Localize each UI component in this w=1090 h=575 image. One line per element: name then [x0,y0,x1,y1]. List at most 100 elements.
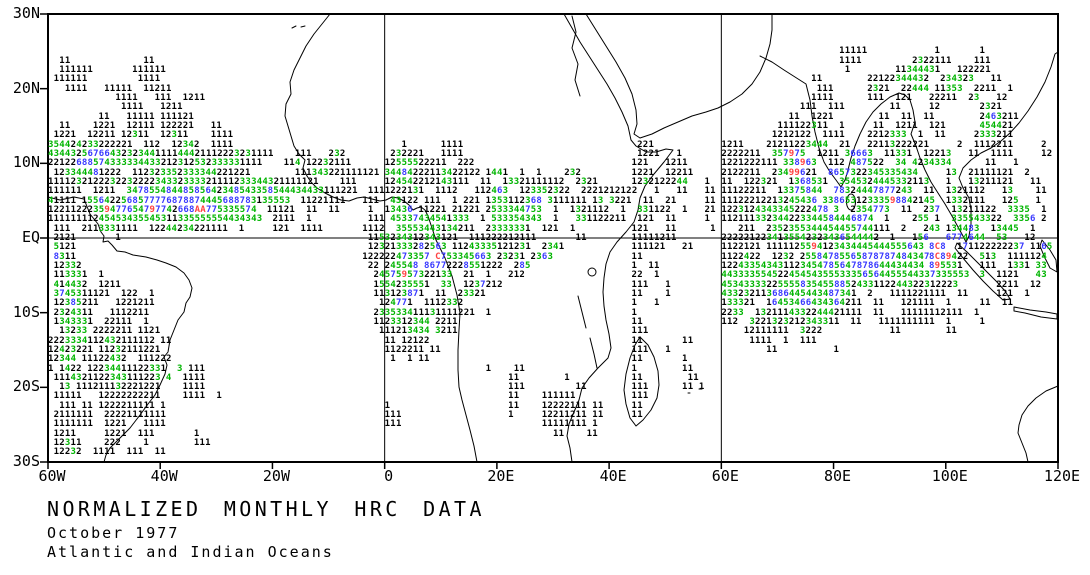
data-value: 1 [968,205,974,215]
data-value: 4 [856,280,863,290]
data-value: 1 [143,354,150,364]
data-run: 13211121 [968,178,1013,187]
coastline-borneo [1039,239,1058,273]
data-value: 1 [137,410,144,420]
data-run: 1 [115,234,121,243]
data-value: 3 [771,149,778,159]
data-value: 1 [631,345,638,355]
data-value: 3 [963,270,970,280]
data-value: 2 [390,252,397,262]
lake-victoria [587,267,597,277]
data-value: 3 [424,214,430,224]
data-run: 2211 [974,85,997,94]
data-value: 2 [81,298,88,308]
data-value: 1 [407,354,413,364]
x-tick-label: 20W [262,467,290,485]
data-value: 2 [912,140,918,150]
data-run: 1221 [811,113,834,122]
data-value: 2 [132,308,138,318]
data-value: 1 [429,168,436,178]
data-value: 1 [631,391,638,401]
data-run: 11 [508,402,519,411]
data-value: 2 [373,242,380,252]
data-value: 4 [64,354,71,364]
data-value: 2 [962,205,969,215]
data-value: 1 [367,205,374,215]
data-value: 2 [70,326,77,336]
data-value: 1 [289,158,295,168]
data-run: 78324447877243 [834,187,913,196]
data-value: 3 [771,317,778,327]
data-value: 3 [115,382,122,392]
data-value: 3 [738,308,744,318]
data-run: 11 [890,103,901,112]
data-run: 11221111 [300,197,345,206]
data-value: 1 [749,336,756,346]
data-value: 1 [872,121,879,131]
data-value: 2 [732,205,739,215]
data-value: 1 [1007,289,1014,299]
data-run: 1122211 [385,346,424,355]
data-value: 4 [104,196,110,206]
data-run: 111 [632,281,649,290]
data-value: 7 [930,270,936,280]
data-value: 5 [491,214,497,224]
data-run: 8C89422 [929,253,968,262]
data-value: 1 [143,140,150,150]
data-run: 1 [486,271,492,280]
data-run: 124542212143111 [385,178,470,187]
data-value: 3 [508,214,514,224]
data-value: 1 [266,205,273,215]
data-value: 6 [435,242,442,252]
data-value: 2 [440,317,447,327]
data-value: 1 [373,214,380,224]
data-run: 12423221 [48,346,93,355]
data-value: 2 [440,298,447,308]
data-value: 7 [412,214,419,224]
data-value: 3 [805,317,812,327]
data-run: 12332 [54,262,82,271]
data-value: 1 [457,140,464,150]
data-value: 3 [951,261,958,271]
data-value: 4 [390,196,396,206]
data-value: 2 [670,168,677,178]
data-run: 1111 [143,420,166,429]
data-value: 2 [749,252,756,262]
data-value: 1 [749,214,756,224]
data-value: 1 [53,298,60,308]
data-value: 3 [642,177,649,187]
data-run: 2352355344454455744111 [766,225,890,234]
data-value: 2 [726,140,733,150]
data-run: 232221 [390,150,424,159]
data-value: 1 [64,196,71,206]
data-value: 1 [648,140,655,150]
data-value: 1 [513,401,520,411]
data-value: 1 [878,308,885,318]
data-value: 1 [120,289,127,299]
data-value: 3 [839,177,845,187]
data-value: 2 [92,130,99,140]
data-value: 1 [81,410,88,420]
data-value: 1 [121,317,127,327]
data-value: 1 [154,345,161,355]
data-value: 1 [906,149,913,159]
data-value: 7 [160,196,167,206]
data-value: 5 [541,186,548,196]
data-value: 1 [446,317,453,327]
data-value: 1 [98,112,105,122]
data-value: 1 [822,177,829,187]
data-value: 3 [194,168,200,178]
data-value: 1 [592,214,598,224]
data-value: 2 [177,224,183,234]
data-value: 1 [109,447,116,457]
data-value: 3 [64,382,71,392]
data-value: 2 [760,317,767,327]
data-value: 1 [362,224,368,234]
data-run: 8657322345335434 [828,169,918,178]
data-value: 2 [429,270,436,280]
data-run: 1232 [772,253,795,262]
data-value: 1 [553,196,559,206]
data-run: 1211 [54,430,77,439]
data-value: 1 [70,186,77,196]
data-value: 1 [92,121,99,131]
